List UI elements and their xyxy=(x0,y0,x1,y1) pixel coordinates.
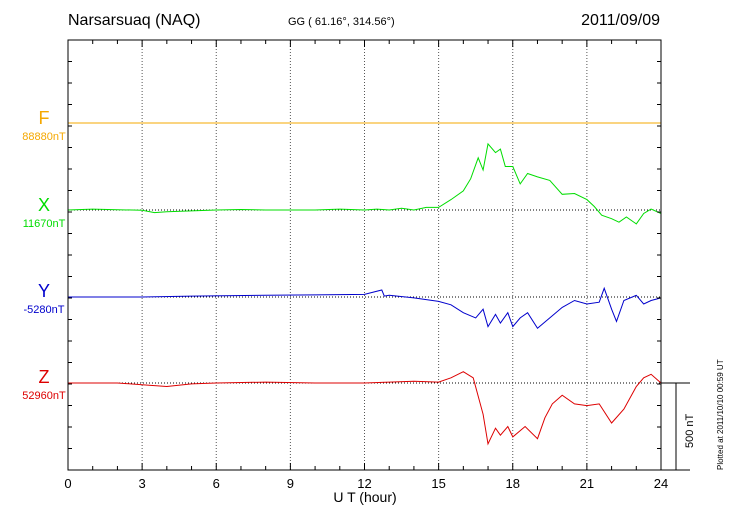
station-title: Narsarsuaq (NAQ) xyxy=(68,12,200,30)
station-coordinates: GG ( 61.16°, 314.56°) xyxy=(288,16,395,28)
component-baseline-y: -5280nT xyxy=(0,304,88,316)
scale-bar-label: 500 nT xyxy=(684,414,696,448)
component-label-x: X xyxy=(0,195,88,216)
component-label-f: F xyxy=(0,108,88,129)
vertical-grid xyxy=(142,40,587,470)
component-label-y: Y xyxy=(0,281,88,302)
plot-frame xyxy=(68,40,661,470)
x-axis-ticks: 0 3 6 9 12 15 18 21 24 xyxy=(64,40,668,491)
chart-date: 2011/09/09 xyxy=(581,12,660,30)
x-axis-label: U T (hour) xyxy=(0,489,730,505)
component-baseline-z: 52960nT xyxy=(0,390,88,402)
component-label-z: Z xyxy=(0,367,88,388)
component-baseline-x: 11670nT xyxy=(0,218,88,230)
component-baseline-f: 88880nT xyxy=(0,131,88,143)
plotted-timestamp: Plotted at 2011/10/10 00:59 UT xyxy=(716,359,725,470)
